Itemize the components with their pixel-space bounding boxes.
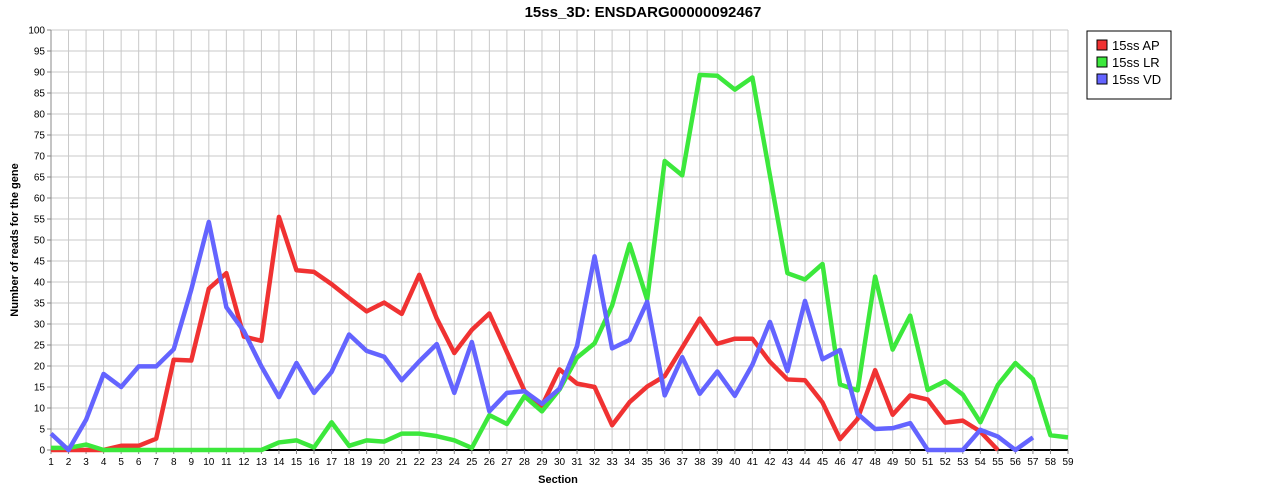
y-tick-label: 50 <box>34 236 46 247</box>
y-tick-label: 90 <box>34 68 46 79</box>
x-tick-label: 39 <box>712 457 724 468</box>
x-tick-label: 19 <box>361 457 373 468</box>
y-tick-label: 15 <box>34 383 46 394</box>
y-tick-label: 40 <box>34 278 46 289</box>
x-tick-label: 10 <box>203 457 215 468</box>
y-tick-label: 70 <box>34 152 46 163</box>
x-tick-label: 11 <box>221 457 232 468</box>
legend-label: 15ss LR <box>1112 55 1160 70</box>
x-tick-label: 21 <box>396 457 408 468</box>
x-tick-label: 49 <box>887 457 899 468</box>
x-tick-label: 6 <box>136 457 142 468</box>
y-tick-label: 55 <box>34 215 46 226</box>
y-tick-label: 100 <box>28 26 45 37</box>
x-tick-label: 38 <box>694 457 706 468</box>
x-axis-ticks: 1 2 3 4 5 6 7 8 9 10 11 12 13 14 15 16 17 18 19 20 21 22 23 24 2… <box>48 450 1074 468</box>
x-tick-label: 23 <box>431 457 443 468</box>
x-tick-label: 2 <box>66 457 72 468</box>
x-tick-label: 57 <box>1027 457 1039 468</box>
y-tick-label: 85 <box>34 89 46 100</box>
x-tick-label: 34 <box>624 457 636 468</box>
y-tick-label: 45 <box>34 257 46 268</box>
x-tick-label: 12 <box>238 457 250 468</box>
x-axis-title: Section <box>538 474 578 486</box>
x-tick-label: 26 <box>484 457 496 468</box>
x-tick-label: 29 <box>536 457 548 468</box>
x-tick-label: 45 <box>817 457 829 468</box>
x-tick-label: 28 <box>519 457 531 468</box>
x-tick-label: 18 <box>344 457 356 468</box>
x-tick-label: 53 <box>957 457 969 468</box>
y-tick-label: 75 <box>34 131 46 142</box>
y-tick-label: 30 <box>34 320 46 331</box>
x-tick-label: 17 <box>326 457 338 468</box>
y-tick-label: 65 <box>34 173 46 184</box>
y-tick-label: 80 <box>34 110 46 121</box>
x-tick-label: 20 <box>379 457 391 468</box>
y-tick-label: 95 <box>34 47 46 58</box>
x-tick-label: 41 <box>747 457 759 468</box>
y-tick-label: 20 <box>34 362 46 373</box>
x-tick-label: 37 <box>677 457 689 468</box>
x-tick-label: 58 <box>1045 457 1057 468</box>
x-tick-label: 46 <box>834 457 846 468</box>
y-axis-title: Number of reads for the gene <box>9 163 21 316</box>
x-tick-label: 52 <box>940 457 952 468</box>
x-tick-label: 31 <box>571 457 583 468</box>
y-tick-label: 60 <box>34 194 46 205</box>
x-tick-label: 16 <box>308 457 320 468</box>
x-tick-label: 44 <box>799 457 811 468</box>
y-tick-label: 35 <box>34 299 46 310</box>
x-tick-label: 47 <box>852 457 864 468</box>
y-axis-ticks: 0 5 10 15 20 25 30 35 40 45 50 55 60 65 70 75 80 85 90 95 10… <box>28 26 51 457</box>
legend-swatch <box>1096 56 1108 68</box>
x-tick-label: 42 <box>764 457 776 468</box>
x-tick-label: 51 <box>922 457 934 468</box>
x-tick-label: 36 <box>659 457 671 468</box>
legend: 15ss AP 15ss LR 15ss VD <box>1086 30 1172 100</box>
x-tick-label: 8 <box>171 457 177 468</box>
x-tick-label: 5 <box>118 457 124 468</box>
y-tick-label: 5 <box>39 425 45 436</box>
legend-swatch <box>1096 39 1108 51</box>
x-tick-label: 4 <box>101 457 107 468</box>
y-tick-label: 25 <box>34 341 46 352</box>
x-tick-label: 25 <box>466 457 478 468</box>
x-tick-label: 13 <box>256 457 268 468</box>
x-tick-label: 3 <box>83 457 89 468</box>
x-tick-label: 9 <box>188 457 194 468</box>
x-tick-label: 33 <box>607 457 619 468</box>
y-tick-label: 0 <box>39 446 45 457</box>
x-tick-label: 56 <box>1010 457 1022 468</box>
x-tick-label: 35 <box>642 457 654 468</box>
x-tick-label: 22 <box>414 457 426 468</box>
series-lines <box>49 72 1069 453</box>
x-tick-label: 24 <box>449 457 461 468</box>
x-tick-label: 15 <box>291 457 303 468</box>
x-tick-label: 32 <box>589 457 601 468</box>
x-tick-label: 14 <box>273 457 285 468</box>
x-tick-label: 30 <box>554 457 566 468</box>
x-tick-label: 40 <box>729 457 741 468</box>
series-line-3 <box>49 219 1035 453</box>
x-tick-label: 7 <box>153 457 159 468</box>
x-tick-label: 54 <box>975 457 987 468</box>
legend-label: 15ss VD <box>1112 72 1161 87</box>
x-tick-label: 59 <box>1062 457 1074 468</box>
x-tick-label: 50 <box>905 457 917 468</box>
legend-label: 15ss AP <box>1112 38 1160 53</box>
x-tick-label: 27 <box>501 457 513 468</box>
x-tick-label: 55 <box>992 457 1004 468</box>
x-tick-label: 1 <box>48 457 54 468</box>
x-tick-label: 43 <box>782 457 794 468</box>
x-tick-label: 48 <box>870 457 882 468</box>
grid <box>50 29 1069 451</box>
legend-swatch <box>1096 73 1108 85</box>
y-tick-label: 10 <box>34 404 46 415</box>
chart-title: 15ss_3D: ENSDARG00000092467 <box>525 4 762 21</box>
